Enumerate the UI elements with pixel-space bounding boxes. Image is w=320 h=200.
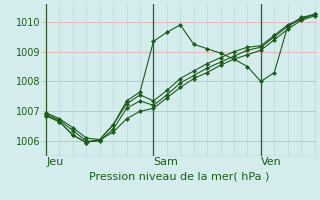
X-axis label: Pression niveau de la mer( hPa ): Pression niveau de la mer( hPa ) [89, 172, 269, 182]
